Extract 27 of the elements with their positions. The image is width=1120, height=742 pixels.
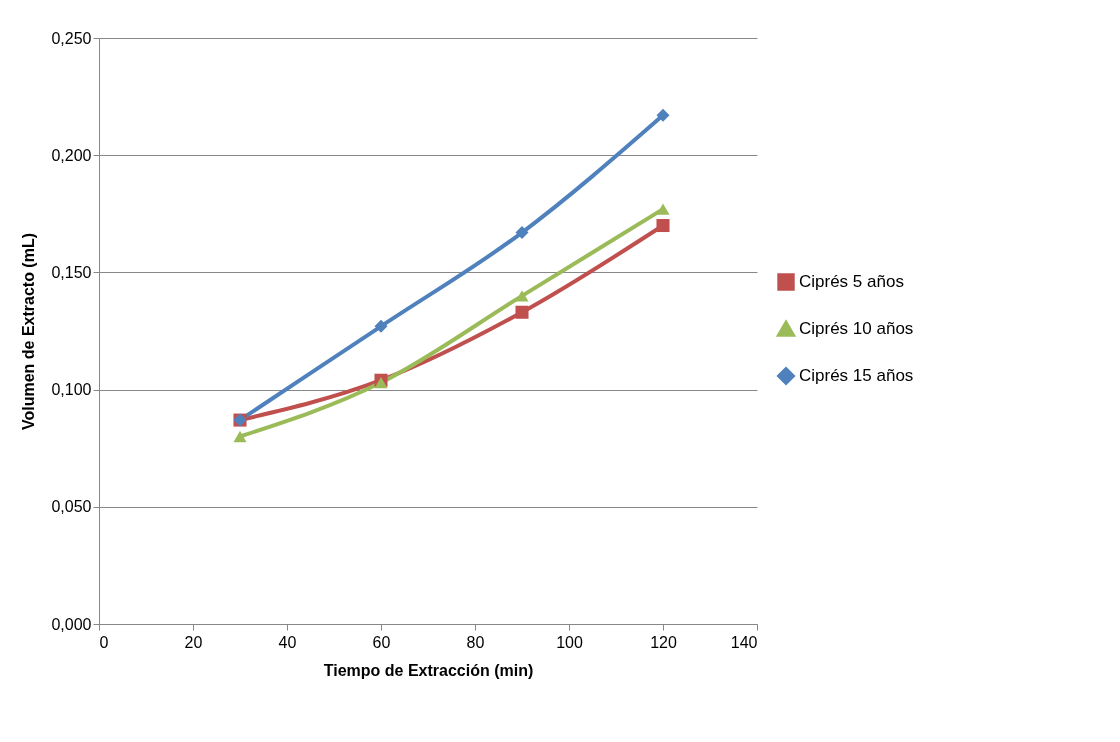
point: [656, 203, 670, 215]
y-tick-label: 0,100: [51, 381, 92, 399]
legend-label: Ciprés 10 años: [799, 319, 914, 338]
y-tick-label: 0,050: [51, 498, 92, 516]
x-tick-label: 100: [556, 633, 583, 651]
y-tick-label: 0,150: [51, 263, 92, 281]
point: [515, 305, 529, 319]
y-tick-label: 0,250: [51, 29, 92, 47]
y-axis-title: Volumen de Extracto (mL): [20, 232, 38, 431]
y-tick-label: 0,200: [51, 146, 92, 164]
point: [515, 226, 529, 240]
x-tick-label: 60: [372, 633, 391, 651]
point: [515, 290, 529, 302]
legend-label: Ciprés 15 años: [799, 366, 914, 385]
x-tick-label: 80: [466, 633, 485, 651]
x-axis-title: Tiempo de Extracción (min): [323, 661, 534, 679]
x-tick-label: 140: [730, 633, 758, 651]
legend-label: Ciprés 5 años: [799, 272, 904, 291]
y-tick-label: 0,000: [51, 615, 92, 633]
x-tick-label: 120: [650, 633, 677, 651]
point: [233, 430, 247, 443]
x-tick-label: 0: [99, 633, 109, 651]
point: [374, 319, 388, 333]
x-tick-label: 20: [184, 633, 203, 651]
point: [656, 219, 670, 233]
x-tick-label: 40: [278, 633, 297, 651]
point: [656, 108, 670, 122]
